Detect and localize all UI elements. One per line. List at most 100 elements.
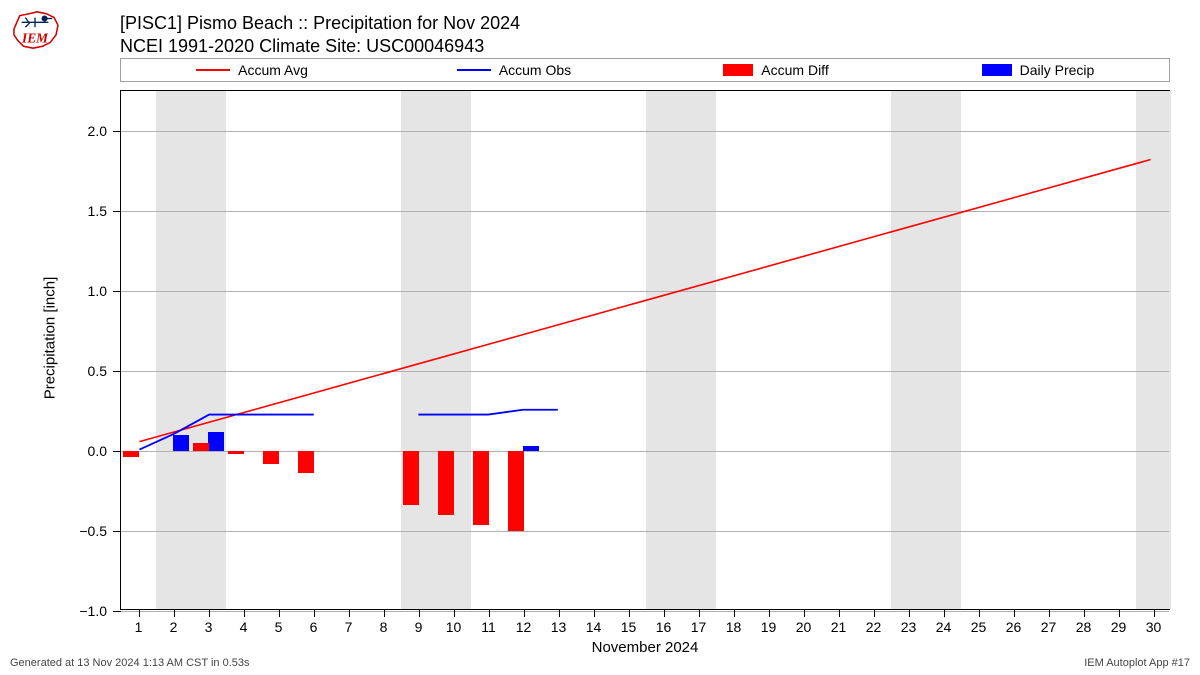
x-tick <box>1014 609 1015 617</box>
x-tick <box>244 609 245 617</box>
bar-accum_diff <box>263 451 279 464</box>
x-tick-label: 4 <box>240 619 248 635</box>
x-tick-label: 21 <box>831 619 847 635</box>
x-tick-label: 5 <box>275 619 283 635</box>
x-tick <box>139 609 140 617</box>
x-tick <box>384 609 385 617</box>
line-accum-obs <box>139 415 313 450</box>
x-tick-label: 17 <box>691 619 707 635</box>
bar-accum_diff <box>298 451 314 473</box>
title-line1: [PISC1] Pismo Beach :: Precipitation for… <box>120 12 520 35</box>
x-tick-label: 28 <box>1076 619 1092 635</box>
x-tick <box>804 609 805 617</box>
legend-label: Daily Precip <box>1020 62 1095 78</box>
line-accum-obs <box>418 410 557 415</box>
x-tick-label: 27 <box>1041 619 1057 635</box>
y-tick-label: 1.5 <box>88 203 107 219</box>
legend-patch-swatch <box>723 64 753 76</box>
x-tick-label: 26 <box>1006 619 1022 635</box>
x-tick-label: 20 <box>796 619 812 635</box>
x-tick-label: 24 <box>936 619 952 635</box>
bar-accum_diff <box>193 443 209 451</box>
x-tick <box>489 609 490 617</box>
x-tick-label: 19 <box>761 619 777 635</box>
x-tick <box>734 609 735 617</box>
x-tick-label: 16 <box>656 619 672 635</box>
legend-line-swatch <box>196 69 230 71</box>
legend-item: Accum Avg <box>121 62 383 78</box>
x-tick <box>944 609 945 617</box>
x-axis-label: November 2024 <box>592 639 699 656</box>
x-tick <box>314 609 315 617</box>
x-tick <box>209 609 210 617</box>
x-tick-label: 2 <box>170 619 178 635</box>
x-tick <box>874 609 875 617</box>
x-tick-label: 22 <box>866 619 882 635</box>
x-tick <box>1049 609 1050 617</box>
x-tick <box>559 609 560 617</box>
y-tick <box>113 371 121 372</box>
x-tick-label: 29 <box>1111 619 1127 635</box>
x-tick-label: 15 <box>621 619 637 635</box>
line-accum-avg <box>139 160 1150 442</box>
x-tick-label: 14 <box>586 619 602 635</box>
x-tick-label: 25 <box>971 619 987 635</box>
bar-daily_precip <box>208 432 224 451</box>
chart-title: [PISC1] Pismo Beach :: Precipitation for… <box>120 12 520 57</box>
bar-accum_diff <box>403 451 419 505</box>
x-tick-label: 3 <box>205 619 213 635</box>
legend: Accum Avg Accum Obs Accum Diff Daily Precip <box>120 58 1170 82</box>
x-tick <box>174 609 175 617</box>
x-tick <box>349 609 350 617</box>
x-tick-label: 12 <box>516 619 532 635</box>
y-tick-label: 0.5 <box>88 363 107 379</box>
legend-label: Accum Obs <box>499 62 571 78</box>
x-tick-label: 6 <box>310 619 318 635</box>
bar-daily_precip <box>523 446 539 451</box>
x-tick-label: 7 <box>345 619 353 635</box>
y-tick-label: 0.0 <box>88 443 107 459</box>
x-tick <box>419 609 420 617</box>
x-tick <box>1154 609 1155 617</box>
legend-label: Accum Diff <box>761 62 828 78</box>
bar-accum_diff <box>228 451 244 454</box>
x-tick-label: 1 <box>135 619 143 635</box>
y-axis-label: Precipitation [inch] <box>42 276 59 399</box>
y-tick <box>113 211 121 212</box>
x-tick <box>909 609 910 617</box>
x-tick-label: 13 <box>551 619 567 635</box>
legend-line-swatch <box>457 69 491 71</box>
x-tick <box>1119 609 1120 617</box>
bar-accum_diff <box>123 451 139 457</box>
y-tick-label: 1.0 <box>88 283 107 299</box>
y-tick-label: −1.0 <box>79 603 107 619</box>
chart-svg-layer <box>121 91 1169 609</box>
x-tick <box>699 609 700 617</box>
x-tick <box>629 609 630 617</box>
x-tick-label: 18 <box>726 619 742 635</box>
x-tick <box>664 609 665 617</box>
legend-item: Daily Precip <box>907 62 1169 78</box>
y-tick <box>113 131 121 132</box>
legend-item: Accum Diff <box>645 62 907 78</box>
y-tick-label: −0.5 <box>79 523 107 539</box>
y-tick <box>113 451 121 452</box>
x-tick <box>979 609 980 617</box>
footer-app: IEM Autoplot App #17 <box>1084 657 1190 669</box>
x-tick-label: 8 <box>380 619 388 635</box>
x-tick-label: 23 <box>901 619 917 635</box>
x-tick <box>279 609 280 617</box>
x-tick <box>524 609 525 617</box>
y-tick <box>113 531 121 532</box>
x-tick-label: 11 <box>481 619 496 635</box>
legend-label: Accum Avg <box>238 62 308 78</box>
x-tick <box>839 609 840 617</box>
bar-accum_diff <box>508 451 524 531</box>
chart-plot-area: November 2024 −1.0−0.50.00.51.01.52.0123… <box>120 90 1170 610</box>
x-tick <box>1084 609 1085 617</box>
bar-daily_precip <box>173 435 189 451</box>
bar-accum_diff <box>438 451 454 515</box>
legend-patch-swatch <box>982 64 1012 76</box>
y-tick <box>113 611 121 612</box>
bar-accum_diff <box>473 451 489 525</box>
